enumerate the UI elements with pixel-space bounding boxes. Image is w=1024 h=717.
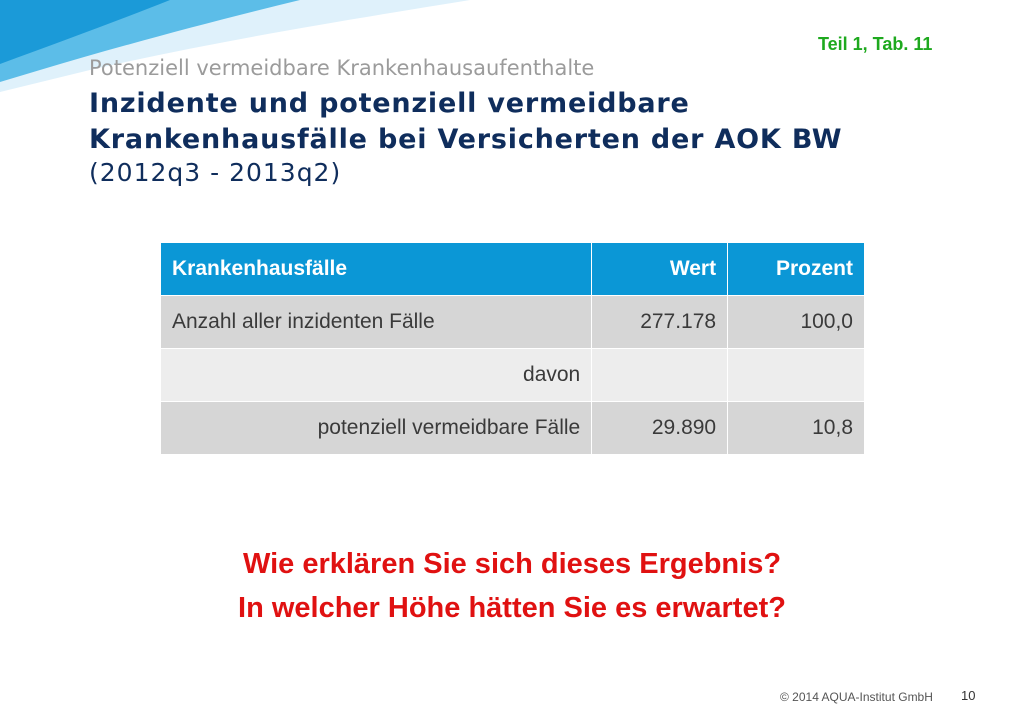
header-wert: Wert xyxy=(591,242,729,296)
row-prozent: 10,8 xyxy=(727,401,865,455)
title-line-1: Inzidente und potenziell vermeidbare xyxy=(89,88,690,119)
table-row: potenziell vermeidbare Fälle 29.890 10,8 xyxy=(159,401,865,455)
table-header-row: Krankenhausfälle Wert Prozent xyxy=(159,242,865,296)
slide-kicker: Potenziell vermeidbare Krankenhausaufent… xyxy=(89,56,595,80)
row-wert: 277.178 xyxy=(591,295,729,349)
row-prozent xyxy=(727,348,865,402)
table-row: davon xyxy=(159,348,865,402)
slide-title: Inzidente und potenziell vermeidbare Kra… xyxy=(89,86,969,158)
title-line-2: Krankenhausfälle bei Versicherten der AO… xyxy=(89,124,843,155)
row-label: davon xyxy=(159,348,593,402)
row-wert: 29.890 xyxy=(591,401,729,455)
question-line-1: Wie erklären Sie sich dieses Ergebnis? xyxy=(242,548,782,580)
row-label: potenziell vermeidbare Fälle xyxy=(159,401,593,455)
copyright-text: © 2014 AQUA-Institut GmbH xyxy=(780,690,933,704)
header-krankenhausfaelle: Krankenhausfälle xyxy=(159,242,593,296)
table-row: Anzahl aller inzidenten Fälle 277.178 10… xyxy=(159,295,865,349)
slide-period: (2012q3 - 2013q2) xyxy=(89,158,342,187)
row-label: Anzahl aller inzidenten Fälle xyxy=(159,295,593,349)
header-prozent: Prozent xyxy=(727,242,865,296)
row-prozent: 100,0 xyxy=(727,295,865,349)
results-table: Krankenhausfälle Wert Prozent Anzahl all… xyxy=(159,242,865,455)
row-wert xyxy=(591,348,729,402)
decorative-wave-shape xyxy=(0,0,470,92)
page-number: 10 xyxy=(961,688,976,703)
slide-reference: Teil 1, Tab. 11 xyxy=(818,34,933,54)
question-line-2: In welcher Höhe hätten Sie es erwartet? xyxy=(238,592,786,624)
